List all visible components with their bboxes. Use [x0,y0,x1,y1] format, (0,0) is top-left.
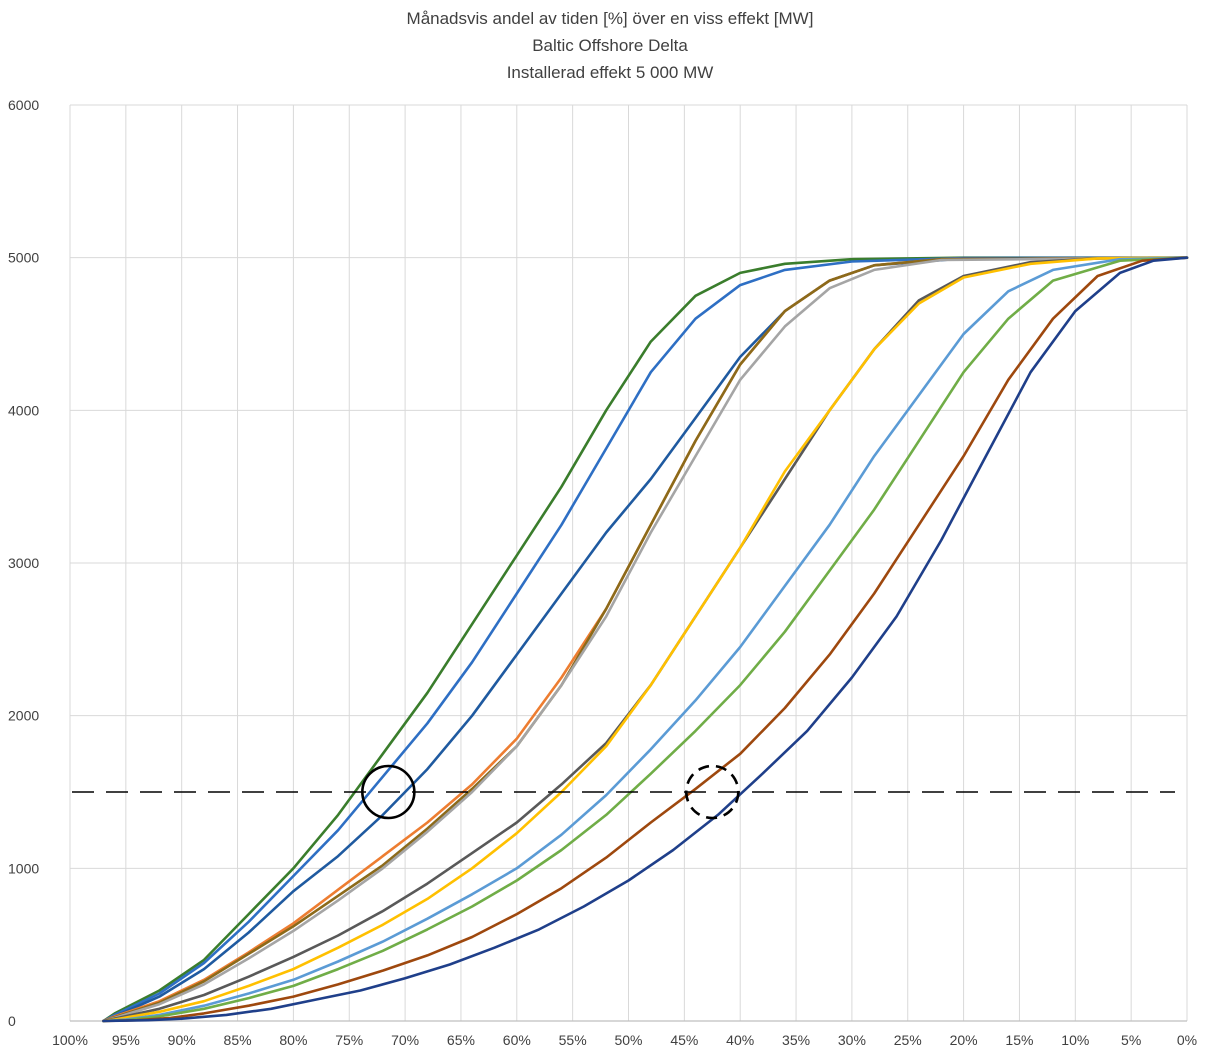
series-line-5 [102,256,1189,1023]
series-lines [102,256,1189,1023]
x-tick-label: 45% [670,1032,698,1048]
y-tick-label: 4000 [8,402,39,418]
x-tick-label: 90% [168,1032,196,1048]
x-tick-label: 85% [224,1032,252,1048]
x-tick-label: 5% [1121,1032,1141,1048]
x-tick-label: 70% [391,1032,419,1048]
x-tick-label: 60% [503,1032,531,1048]
x-tick-label: 0% [1177,1032,1197,1048]
series-line-12 [102,256,1189,1023]
x-tick-label: 10% [1061,1032,1089,1048]
x-tick-label: 30% [838,1032,866,1048]
tick-labels: 100% 95% 90% 85% 80% 75% 70% 65% 60% 55% 50% 45% 40%… [8,97,1197,1048]
x-tick-label: 80% [279,1032,307,1048]
chart-title: Månadsvis andel av tiden [%] över en vis… [407,9,814,82]
series-line-11 [102,256,1189,1023]
chart-title-line-1: Månadsvis andel av tiden [%] över en vis… [407,9,814,28]
series-line-10 [102,256,1189,1023]
annotations [72,764,1175,820]
gridlines [69,104,1188,1022]
series-line-9 [102,256,1189,1023]
x-tick-label: 95% [112,1032,140,1048]
chart-title-line-3: Installerad effekt 5 000 MW [507,63,714,82]
y-tick-label: 2000 [8,708,39,724]
series-line-6 [102,256,1189,1023]
x-tick-label: 75% [335,1032,363,1048]
series-line-3 [102,256,1189,1023]
x-tick-label: 40% [726,1032,754,1048]
x-tick-label: 15% [1005,1032,1033,1048]
series-line-8 [102,256,1189,1023]
x-tick-label: 20% [950,1032,978,1048]
x-tick-label: 55% [559,1032,587,1048]
series-line-2 [102,256,1189,1023]
y-tick-label: 3000 [8,555,39,571]
x-tick-label: 25% [894,1032,922,1048]
series-line-7 [102,256,1189,1023]
x-tick-label: 50% [614,1032,642,1048]
y-tick-label: 0 [8,1013,16,1029]
circle-marker [361,764,416,820]
x-tick-label: 100% [52,1032,88,1048]
dashed-circle-marker [684,764,740,820]
y-tick-label: 6000 [8,97,39,113]
chart-title-line-2: Baltic Offshore Delta [532,36,688,55]
series-line-4 [102,256,1189,1023]
y-tick-label: 5000 [8,250,39,266]
x-tick-label: 65% [447,1032,475,1048]
y-tick-label: 1000 [8,860,39,876]
x-tick-label: 35% [782,1032,810,1048]
series-line-1 [102,256,1189,1023]
